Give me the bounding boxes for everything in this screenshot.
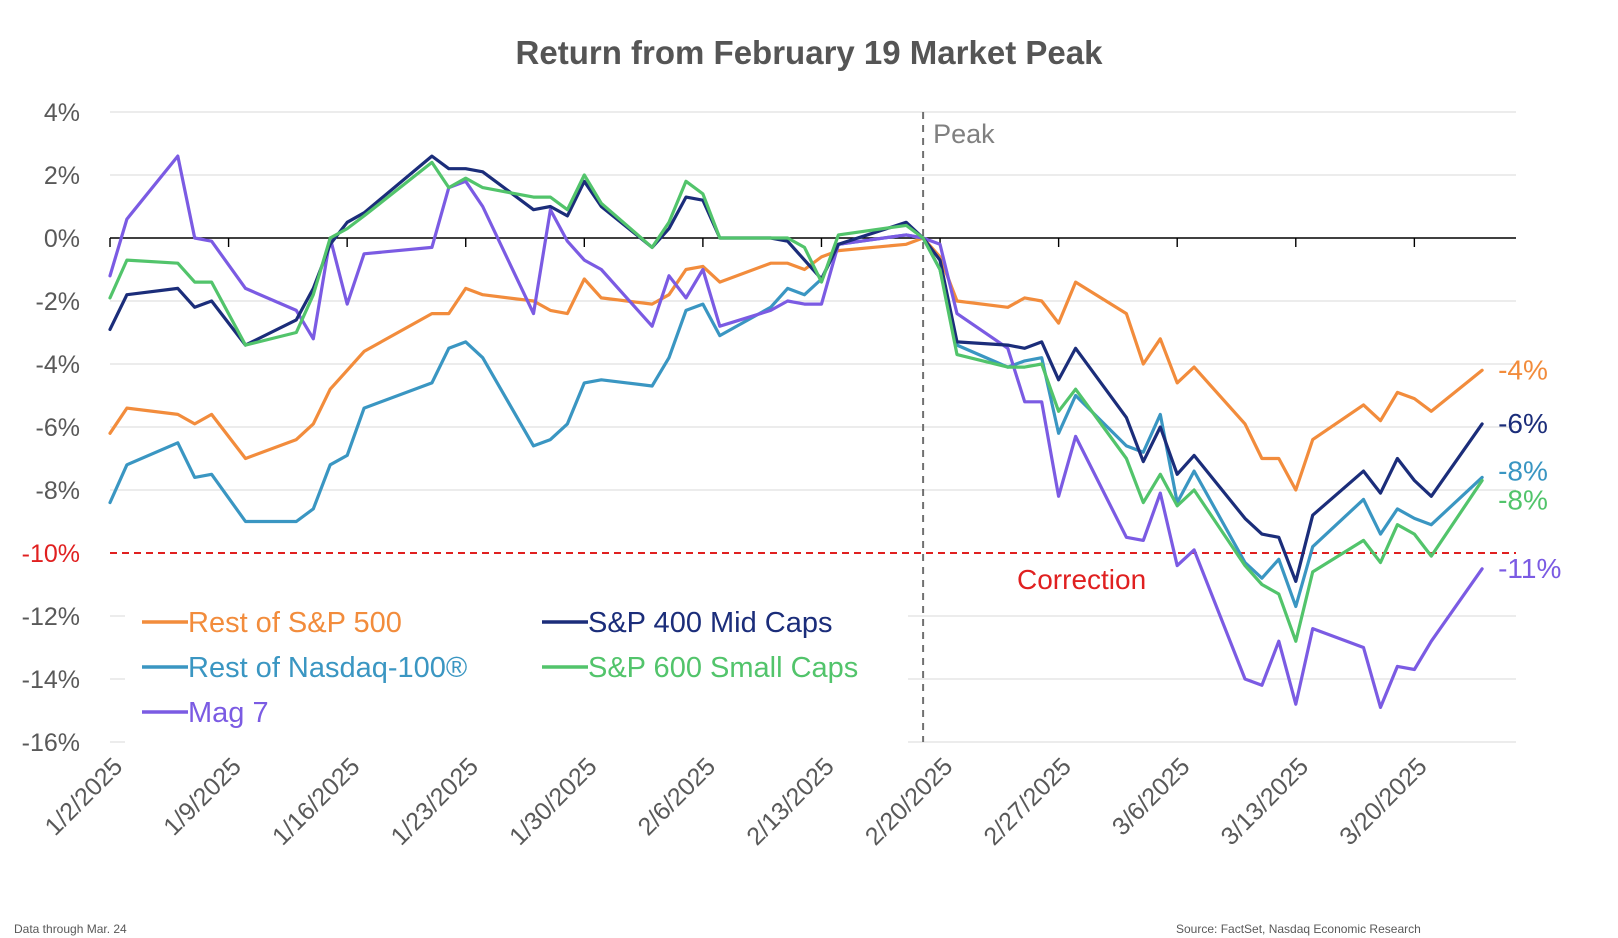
series-line: [108, 160, 1484, 643]
x-tick-label: 2/27/2025: [978, 752, 1076, 850]
x-tick-label: 1/9/2025: [158, 752, 247, 841]
series-line: [108, 154, 1484, 583]
peak-label: Peak: [933, 119, 995, 149]
x-tick-label: 1/23/2025: [386, 752, 484, 850]
series-end-label: -8%: [1498, 455, 1548, 486]
series-lines: [108, 154, 1484, 709]
y-tick-label: -10%: [22, 540, 80, 568]
x-tick-label: 1/2/2025: [40, 752, 129, 841]
correction-label: Correction: [1017, 564, 1146, 595]
annotations: Peak Correction: [110, 112, 1516, 742]
series-end-label: -4%: [1498, 354, 1548, 385]
y-tick-label: -8%: [36, 477, 80, 505]
series-end-labels: -4% -8% -11% -6% -8%: [1498, 354, 1561, 583]
legend-label: S&P 600 Small Caps: [588, 652, 858, 684]
x-tick-label: 3/6/2025: [1107, 752, 1196, 841]
y-tick-label: 0%: [44, 225, 80, 253]
x-tick-label: 2/13/2025: [741, 752, 839, 850]
footnote-source: Source: FactSet, Nasdaq Economic Researc…: [1176, 922, 1421, 936]
legend-label: Mag 7: [188, 697, 269, 729]
series-end-label: -11%: [1498, 553, 1561, 584]
footnote-data-through: Data through Mar. 24: [14, 922, 127, 936]
x-tick-label: 1/30/2025: [504, 752, 602, 850]
legend-box: [125, 598, 908, 748]
legend-label: Rest of S&P 500: [188, 607, 402, 639]
series-end-label: -8%: [1498, 485, 1548, 516]
legend-label: Rest of Nasdaq-100®: [188, 652, 467, 684]
y-tick-label: 4%: [44, 99, 80, 127]
series-line: [108, 154, 1484, 709]
x-tick-label: 3/13/2025: [1216, 752, 1314, 850]
legend: Rest of S&P 500 Rest of Nasdaq-100® Mag 7 S…: [125, 598, 908, 748]
x-tick-label: 1/16/2025: [267, 752, 365, 850]
y-tick-label: -6%: [36, 414, 80, 442]
chart-title: Return from February 19 Market Peak: [515, 34, 1103, 71]
series-line: [108, 236, 1484, 492]
series-line: [108, 233, 1484, 609]
series-end-label: -6%: [1498, 408, 1548, 439]
x-tick-label: 2/6/2025: [633, 752, 722, 841]
x-tick-label: 2/20/2025: [860, 752, 958, 850]
y-tick-label: -12%: [22, 603, 80, 631]
y-axis-ticks: 4% 2% 0% -2% -4% -6% -8% -10% -12% -14% -16%: [22, 99, 80, 757]
x-tick-label: 3/20/2025: [1334, 752, 1432, 850]
y-tick-label: 2%: [44, 162, 80, 190]
legend-label: S&P 400 Mid Caps: [588, 607, 833, 639]
y-tick-label: -2%: [36, 288, 80, 316]
y-tick-label: -16%: [22, 729, 80, 757]
y-tick-label: -4%: [36, 351, 80, 379]
y-tick-label: -14%: [22, 666, 80, 694]
x-axis-ticks: 1/2/2025 1/9/2025 1/16/2025 1/23/2025 1/30/2…: [40, 238, 1433, 851]
